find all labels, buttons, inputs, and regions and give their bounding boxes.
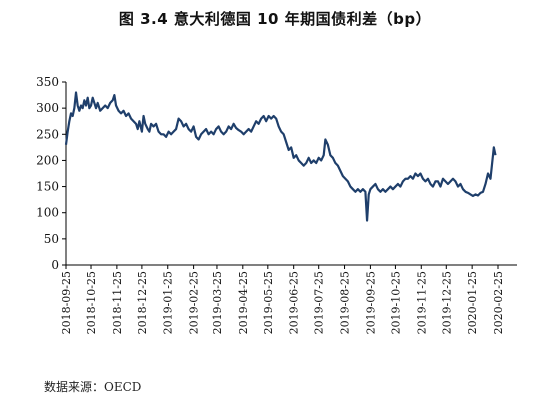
y-tick-label: 250: [36, 127, 59, 141]
x-tick-label: 2018-12-25: [136, 271, 149, 334]
series-group: [64, 91, 497, 222]
x-tick-label: 2019-01-25: [162, 271, 175, 334]
source-note: 数据来源：OECD: [44, 380, 142, 394]
chart-title: 图 3.4 意大利德国 10 年期国债利差（bp）: [118, 10, 432, 28]
x-tick-label: 2019-12-25: [440, 271, 453, 334]
x-tick-label: 2018-09-25: [60, 271, 73, 334]
y-axis-ticks: 0 50 100 150 200 250 300 350: [36, 75, 66, 272]
y-tick-label: 350: [36, 75, 59, 89]
x-axis-ticks: 2018-09-25 2018-10-25 2018-11-25 2018-12-25…: [60, 265, 505, 334]
x-tick-label: 2019-08-25: [339, 271, 352, 334]
y-tick-label: 0: [51, 258, 59, 272]
x-tick-label: 2020-02-25: [492, 271, 505, 334]
x-tick-label: 2019-06-25: [288, 271, 301, 334]
series-line: [64, 91, 497, 222]
y-tick-label: 100: [36, 206, 59, 220]
x-tick-label: 2019-09-25: [364, 271, 377, 334]
x-tick-label: 2019-07-25: [313, 271, 326, 334]
y-tick-label: 200: [36, 153, 59, 167]
y-tick-label: 50: [44, 232, 59, 246]
x-tick-label: 2018-10-25: [85, 271, 98, 334]
chart-axes: [65, 82, 517, 266]
y-tick-label: 150: [36, 180, 59, 194]
y-tick-label: 300: [36, 101, 59, 115]
x-tick-label: 2019-02-25: [188, 271, 201, 334]
x-tick-label: 2020-01-25: [466, 271, 479, 334]
x-tick-label: 2019-03-25: [211, 271, 224, 334]
x-tick-label: 2018-11-25: [111, 271, 124, 334]
x-tick-label: 2019-10-25: [389, 271, 402, 334]
x-tick-label: 2019-05-25: [262, 271, 275, 334]
x-tick-label: 2019-11-25: [415, 271, 428, 334]
x-tick-label: 2019-04-25: [237, 271, 250, 334]
